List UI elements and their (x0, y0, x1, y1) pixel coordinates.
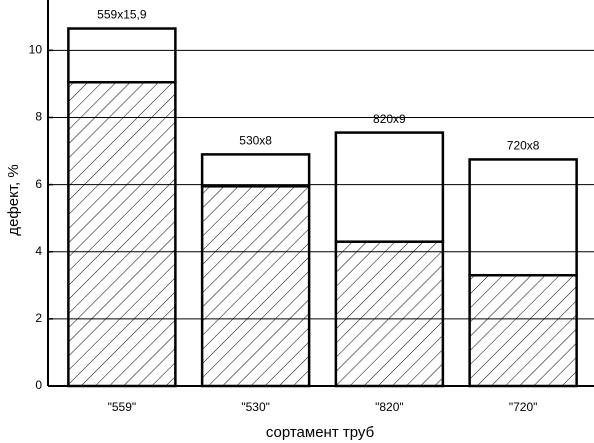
x-tick-label: "559" (108, 400, 137, 414)
bar-segment (200, 153, 311, 188)
y-tick-label: 8 (35, 110, 42, 124)
y-tick-label: 2 (35, 311, 42, 325)
y-tick-label: 6 (35, 177, 42, 191)
annotation: 559x15,9 (97, 8, 147, 22)
y-tick-label: 10 (29, 43, 43, 57)
bar-segment (468, 273, 578, 388)
bar-segment (67, 80, 177, 388)
annotation: 820x9 (373, 112, 406, 126)
bar-segment (334, 131, 445, 243)
bar-segment (200, 185, 311, 388)
y-tick-label: 0 (35, 378, 42, 392)
annotation: 720x8 (507, 139, 540, 153)
bar-segment (67, 27, 177, 84)
y-axis-label: дефект, % (5, 164, 22, 235)
x-tick-label: "820" (375, 400, 404, 414)
x-axis-label: сортамент труб (266, 424, 374, 441)
annotation: 530x8 (239, 134, 272, 148)
x-tick-label: "720" (509, 400, 538, 414)
bar-segment (468, 158, 578, 277)
bar-segment (334, 240, 445, 388)
y-tick-label: 4 (35, 244, 42, 258)
x-tick-label: "530" (241, 400, 270, 414)
